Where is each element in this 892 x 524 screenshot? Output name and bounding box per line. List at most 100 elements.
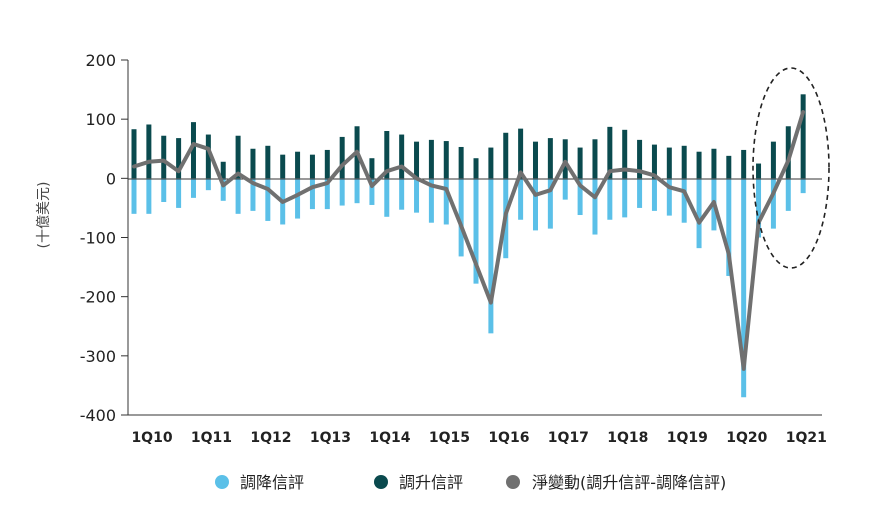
downgrade-bar — [161, 178, 167, 202]
upgrade-bar — [607, 126, 613, 179]
downgrade-bar — [473, 178, 479, 284]
upgrade-bar — [800, 94, 806, 179]
x-tick-label: 1Q12 — [250, 430, 291, 446]
upgrade-bar — [518, 128, 524, 179]
downgrade-bar — [651, 178, 657, 211]
upgrade-bar — [280, 154, 286, 179]
downgrade-bar — [562, 178, 568, 200]
downgrade-bar — [518, 178, 524, 220]
downgrade-bar — [399, 178, 405, 210]
downgrade-bar — [800, 178, 806, 194]
x-tick-label: 1Q14 — [369, 430, 410, 446]
downgrade-bar — [577, 178, 583, 216]
downgrade-bar — [666, 178, 672, 216]
y-tick-label: -400 — [80, 406, 116, 425]
upgrade-bar — [250, 148, 256, 179]
x-tick-label: 1Q11 — [191, 430, 232, 446]
upgrade-bar — [696, 151, 702, 179]
x-tick-label: 1Q13 — [310, 430, 351, 446]
y-tick-label: 200 — [85, 51, 116, 70]
upgrade-bars — [131, 94, 806, 179]
upgrade-bar — [220, 161, 226, 179]
downgrade-bar — [607, 178, 613, 220]
legend-label-net: 淨變動(調升信評-調降信評) — [532, 473, 726, 492]
upgrade-bar — [562, 139, 568, 179]
upgrade-bar — [577, 147, 583, 179]
downgrade-bar — [681, 178, 687, 223]
downgrade-bar — [592, 178, 598, 235]
upgrade-bar — [161, 135, 167, 179]
legend-marker-downgrade — [215, 475, 229, 489]
downgrade-bar — [339, 178, 345, 206]
upgrade-bar — [726, 155, 732, 179]
downgrade-bar — [532, 178, 538, 231]
upgrade-bar — [176, 138, 182, 179]
upgrade-bar — [547, 138, 553, 179]
downgrade-bar — [414, 178, 420, 213]
downgrade-bar — [458, 178, 464, 257]
y-axis: 200 100 0 -100 -200 -300 -400 — [80, 51, 128, 425]
downgrade-bar — [190, 178, 196, 198]
upgrade-bar — [503, 132, 509, 179]
upgrade-bar — [711, 148, 717, 179]
upgrade-bar — [384, 131, 390, 179]
upgrade-bar — [324, 149, 330, 179]
upgrade-bar — [309, 154, 315, 179]
upgrade-bar — [770, 141, 776, 179]
downgrade-bar — [770, 178, 776, 229]
downgrade-bar — [369, 178, 375, 205]
x-tick-label: 1Q10 — [131, 430, 172, 446]
x-tick-label: 1Q15 — [429, 430, 470, 446]
upgrade-bar — [785, 126, 791, 179]
upgrade-bar — [205, 134, 211, 179]
downgrade-bar — [265, 178, 271, 221]
x-tick-label: 1Q16 — [488, 430, 529, 446]
legend-label-downgrade: 調降信評 — [240, 473, 304, 492]
legend-label-upgrade: 調升信評 — [399, 473, 463, 492]
downgrade-bar — [443, 178, 449, 225]
y-tick-label: -200 — [80, 288, 116, 307]
upgrade-bar — [339, 136, 345, 179]
y-axis-title: (十億美元) — [36, 182, 52, 249]
x-tick-label: 1Q21 — [786, 430, 827, 446]
downgrade-bar — [741, 178, 747, 398]
downgrade-bar — [295, 178, 301, 219]
downgrade-bar — [756, 178, 762, 238]
downgrade-bar — [785, 178, 791, 211]
upgrade-bar — [131, 129, 137, 179]
downgrade-bar — [235, 178, 241, 214]
y-tick-label: -300 — [80, 347, 116, 366]
upgrade-bar — [235, 135, 241, 179]
downgrade-bars — [131, 178, 806, 398]
downgrade-bar — [176, 178, 182, 208]
downgrade-bar — [146, 178, 152, 214]
legend-marker-net — [506, 475, 520, 489]
upgrade-bar — [443, 141, 449, 179]
downgrade-bar — [354, 178, 360, 204]
downgrade-bar — [622, 178, 628, 218]
upgrade-bar — [637, 139, 643, 179]
upgrade-bar — [741, 149, 747, 179]
downgrade-bar — [428, 178, 434, 223]
upgrade-bar — [265, 145, 271, 179]
downgrade-bar — [637, 178, 643, 208]
y-tick-label: 100 — [85, 110, 116, 129]
x-axis: 1Q10 1Q11 1Q12 1Q13 1Q14 1Q15 1Q16 1Q17 1Q18 1Q19… — [131, 430, 826, 446]
downgrade-bar — [384, 178, 390, 217]
downgrade-bar — [205, 178, 211, 191]
upgrade-bar — [190, 122, 196, 179]
downgrade-bar — [250, 178, 256, 211]
upgrade-bar — [414, 141, 420, 179]
upgrade-bar — [756, 163, 762, 179]
upgrade-bar — [681, 145, 687, 179]
upgrade-bar — [666, 147, 672, 179]
upgrade-bar — [592, 139, 598, 179]
y-tick-label: 0 — [106, 169, 116, 188]
downgrade-bar — [324, 178, 330, 210]
legend-marker-upgrade — [374, 475, 388, 489]
legend: 調降信評 調升信評 淨變動(調升信評-調降信評) — [215, 473, 726, 492]
y-tick-label: -100 — [80, 229, 116, 248]
upgrade-bar — [473, 158, 479, 179]
upgrade-bar — [532, 141, 538, 179]
